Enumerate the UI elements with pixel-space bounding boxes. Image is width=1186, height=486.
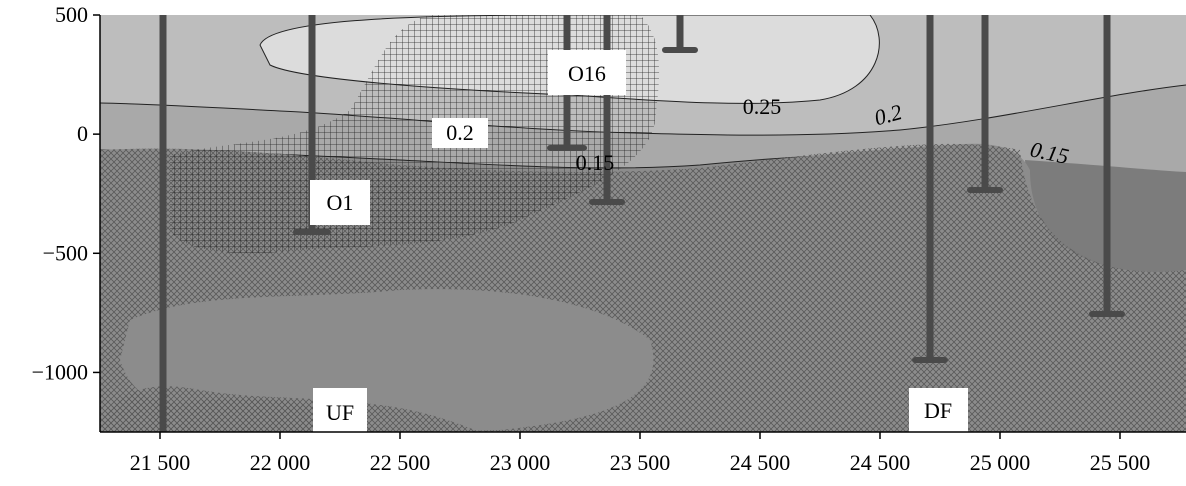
- x-tick-label: 22 000: [250, 450, 311, 475]
- x-tick-label: 25 000: [970, 450, 1031, 475]
- annotation: O16: [568, 61, 606, 86]
- x-tick-label: 24 500: [850, 450, 911, 475]
- x-tick-label: 21 500: [130, 450, 191, 475]
- x-tick-label: 24 500: [730, 450, 791, 475]
- annotation: O1: [327, 190, 354, 215]
- x-tick-label: 22 500: [370, 450, 431, 475]
- y-tick-label: −1000: [32, 359, 88, 384]
- contour-label: 0.15: [576, 150, 615, 175]
- contour-label: 0.25: [743, 94, 782, 119]
- contour-label: 0.2: [446, 120, 474, 145]
- annotation: DF: [924, 398, 952, 423]
- x-tick-label: 23 000: [490, 450, 551, 475]
- x-tick-label: 25 500: [1090, 450, 1151, 475]
- annotation: UF: [326, 400, 354, 425]
- y-tick-label: 0: [77, 121, 88, 146]
- contour-field: [100, 15, 1186, 432]
- x-tick-label: 23 500: [610, 450, 671, 475]
- y-tick-label: −500: [43, 240, 88, 265]
- y-tick-label: 500: [55, 2, 88, 27]
